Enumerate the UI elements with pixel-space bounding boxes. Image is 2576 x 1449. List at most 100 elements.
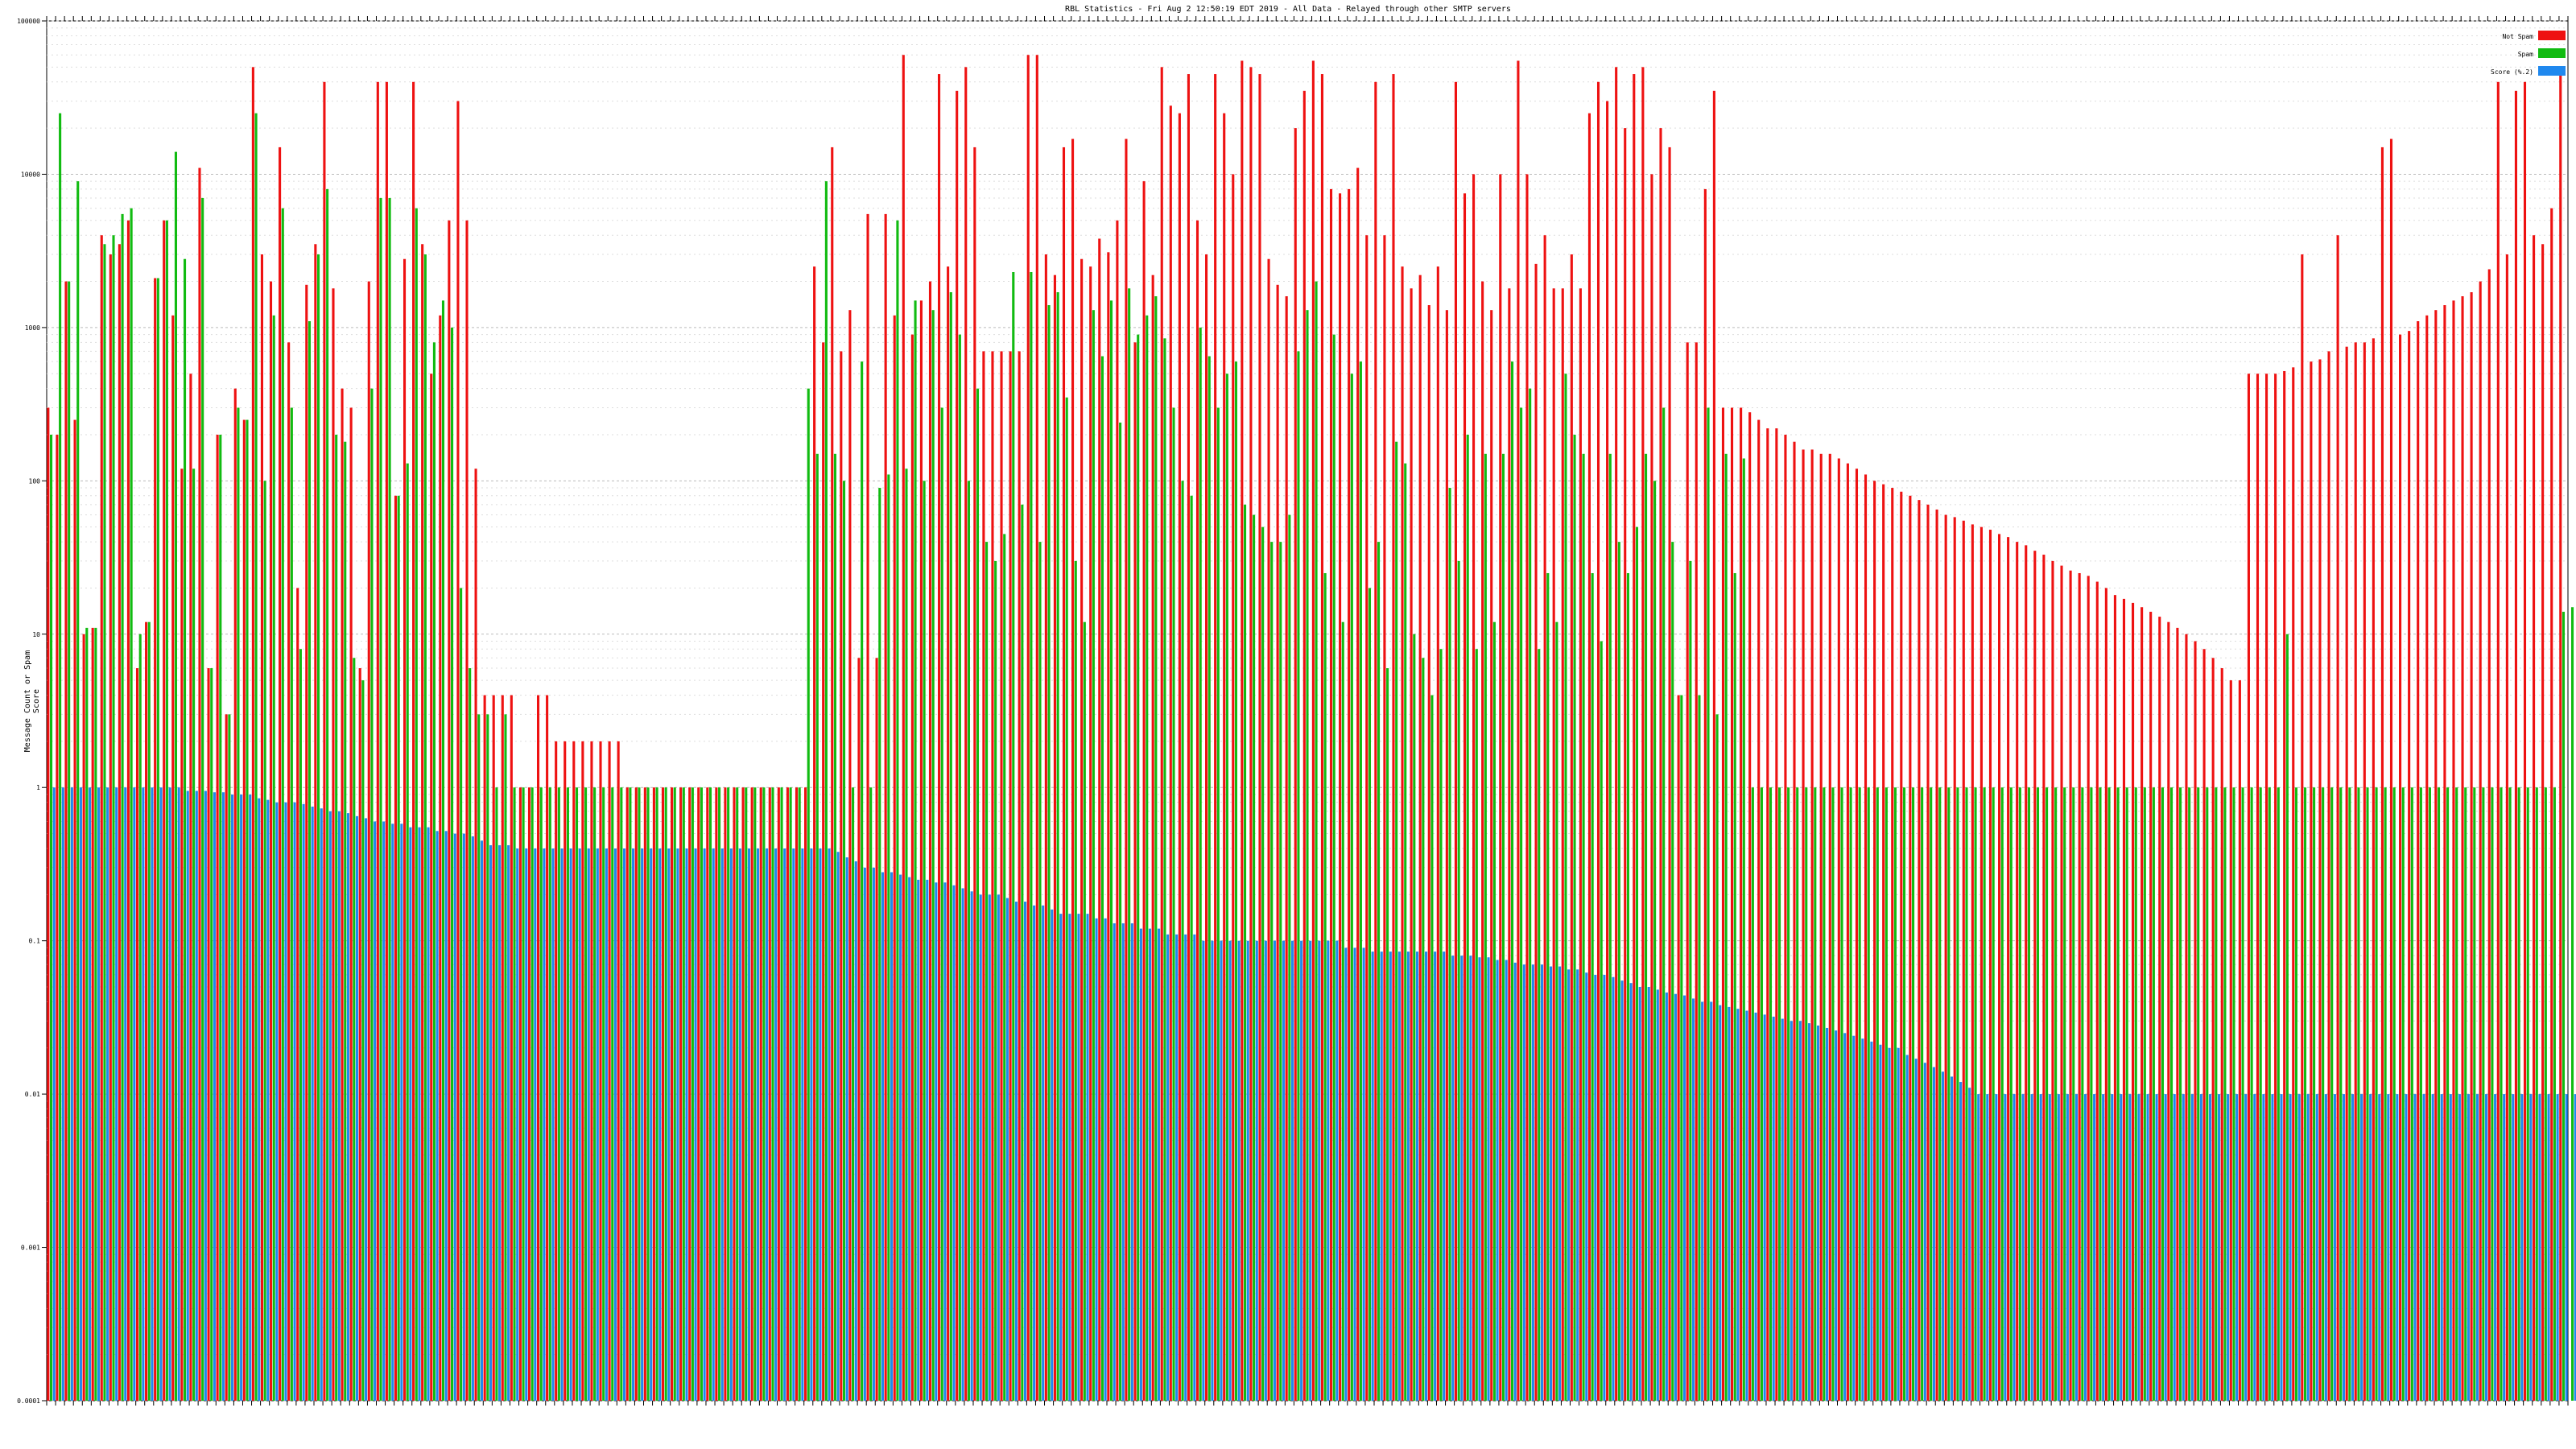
spam-bar xyxy=(415,208,418,1402)
spam-bar xyxy=(2000,787,2004,1401)
not-spam-bar xyxy=(928,281,932,1401)
spam-bar xyxy=(852,787,855,1401)
spam-bar xyxy=(1930,787,1933,1401)
score-bar xyxy=(2128,1094,2132,1401)
score-bar xyxy=(2030,1094,2033,1401)
spam-bar xyxy=(406,463,409,1401)
score-bar xyxy=(1950,1076,1954,1401)
spam-bar xyxy=(2223,787,2227,1401)
spam-bar xyxy=(1840,787,1843,1401)
not-spam-bar xyxy=(1267,258,1270,1402)
spam-bar xyxy=(138,634,142,1401)
score-bar xyxy=(810,848,813,1401)
spam-bar xyxy=(1600,641,1603,1401)
not-spam-bar xyxy=(1214,74,1217,1401)
score-bar xyxy=(1986,1094,1989,1401)
not-spam-bar xyxy=(2452,300,2455,1402)
score-bar xyxy=(1211,940,1214,1401)
score-bar xyxy=(266,799,270,1401)
score-bar xyxy=(792,848,795,1401)
not-spam-bar xyxy=(198,167,201,1401)
not-spam-bar xyxy=(2399,334,2402,1402)
spam-bar xyxy=(1439,649,1443,1401)
score-bar xyxy=(462,833,465,1401)
spam-bar xyxy=(299,649,302,1401)
not-spam-bar xyxy=(1463,193,1467,1402)
spam-bar xyxy=(94,627,97,1401)
spam-bar xyxy=(2464,787,2467,1401)
not-spam-bar xyxy=(358,668,361,1401)
score-bar xyxy=(569,848,572,1401)
spam-bar xyxy=(513,787,516,1401)
score-bar xyxy=(2538,1094,2541,1401)
score-bar xyxy=(249,794,252,1401)
spam-bar xyxy=(2197,787,2200,1401)
score-bar xyxy=(337,811,341,1401)
score-bar xyxy=(2004,1094,2007,1401)
spam-bar xyxy=(1555,621,1558,1401)
score-bar xyxy=(1443,952,1446,1401)
spam-bar xyxy=(1172,407,1175,1402)
not-spam-bar xyxy=(2550,208,2553,1402)
score-bar xyxy=(943,882,947,1401)
score-bar xyxy=(836,852,840,1401)
not-spam-bar xyxy=(1427,305,1430,1401)
not-spam-bar xyxy=(1348,188,1351,1401)
spam-bar xyxy=(1038,542,1042,1401)
spam-bar xyxy=(842,481,846,1401)
score-bar xyxy=(1024,902,1027,1401)
not-spam-bar xyxy=(1864,474,1868,1402)
spam-bar xyxy=(940,407,943,1402)
score-bar xyxy=(667,848,671,1401)
spam-bar xyxy=(1751,787,1754,1401)
not-spam-bar xyxy=(2301,254,2304,1401)
spam-bar xyxy=(1733,572,1736,1401)
score-bar xyxy=(516,848,519,1401)
score-bar xyxy=(213,792,216,1401)
legend-swatch xyxy=(2538,66,2566,76)
score-bar xyxy=(890,872,894,1401)
not-spam-bar xyxy=(456,101,460,1402)
not-spam-bar xyxy=(1570,254,1573,1401)
not-spam-bar xyxy=(279,147,282,1401)
score-bar xyxy=(1068,914,1071,1401)
not-spam-bar xyxy=(1900,491,1903,1401)
score-bar xyxy=(1335,940,1339,1401)
score-bar xyxy=(177,787,180,1401)
spam-bar xyxy=(539,787,543,1401)
spam-bar xyxy=(1484,453,1487,1401)
spam-bar xyxy=(1137,334,1140,1402)
spam-bar xyxy=(557,787,560,1401)
not-spam-bar xyxy=(2220,668,2223,1401)
not-spam-bar xyxy=(2229,680,2232,1401)
spam-bar xyxy=(833,453,836,1401)
score-bar xyxy=(1166,934,1170,1401)
score-bar xyxy=(819,848,822,1401)
not-spam-bar xyxy=(2274,374,2277,1402)
spam-bar xyxy=(1208,356,1211,1401)
spam-bar xyxy=(861,361,864,1401)
not-spam-bar xyxy=(1587,113,1591,1401)
score-bar xyxy=(2547,1094,2550,1401)
spam-bar xyxy=(1306,310,1309,1402)
score-bar xyxy=(926,879,929,1401)
score-bar xyxy=(2297,1094,2301,1401)
spam-bar xyxy=(335,435,338,1401)
score-bar xyxy=(1344,947,1348,1401)
not-spam-bar xyxy=(1534,263,1538,1401)
not-spam-bar xyxy=(2095,581,2099,1401)
legend-label: Not Spam xyxy=(2502,33,2533,40)
not-spam-bar xyxy=(733,787,736,1401)
spam-bar xyxy=(1021,504,1024,1401)
not-spam-bar xyxy=(1721,407,1725,1402)
score-bar xyxy=(311,807,314,1401)
not-spam-bar xyxy=(2265,374,2268,1402)
score-bar xyxy=(436,831,439,1401)
spam-bar xyxy=(593,787,597,1401)
score-bar xyxy=(2173,1094,2176,1401)
not-spam-bar xyxy=(1294,128,1297,1402)
spam-bar xyxy=(584,787,588,1401)
not-spam-bar xyxy=(2247,374,2250,1402)
y-tick-label: 0.01 xyxy=(25,1091,40,1098)
score-bar xyxy=(1513,962,1517,1401)
